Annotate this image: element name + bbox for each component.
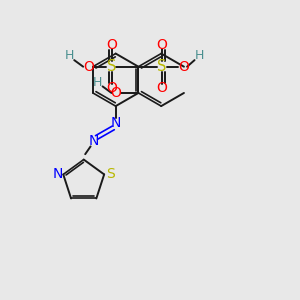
Text: N: N	[89, 134, 99, 148]
Text: H: H	[64, 49, 74, 62]
Text: O: O	[156, 38, 167, 52]
Text: S: S	[107, 59, 116, 74]
Text: N: N	[53, 167, 63, 182]
Text: O: O	[106, 81, 117, 95]
Text: N: N	[110, 116, 121, 130]
Text: S: S	[157, 59, 166, 74]
Text: O: O	[178, 60, 189, 74]
Text: H: H	[195, 50, 205, 62]
Text: O: O	[83, 60, 94, 74]
Text: O: O	[106, 38, 117, 52]
Text: O: O	[156, 81, 167, 95]
Text: H: H	[93, 76, 102, 89]
Text: S: S	[106, 167, 115, 182]
Text: O: O	[111, 86, 122, 100]
